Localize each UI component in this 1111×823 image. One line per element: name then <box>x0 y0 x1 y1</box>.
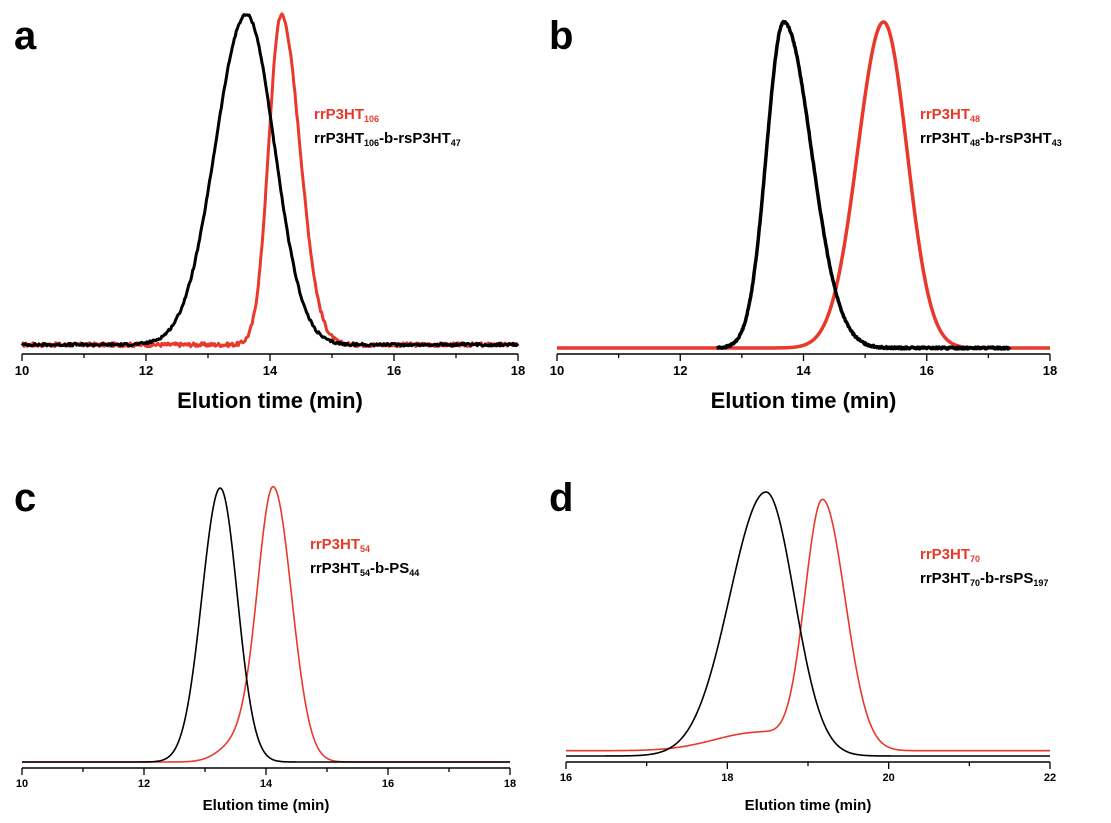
x-tick-label-d: 16 <box>560 772 572 784</box>
legend-text: rrP3HT <box>310 560 361 577</box>
legend-entry-b-1: rrP3HT48-b-rsP3HT43 <box>920 129 1062 153</box>
legend-entry-a-0: rrP3HT106 <box>314 105 461 129</box>
legend-text: rrP3HT <box>920 546 971 563</box>
legend-subscript: 47 <box>450 138 461 148</box>
x-tick-label-a: 16 <box>387 363 401 378</box>
legend-subscript: 48 <box>970 138 981 148</box>
panel-label-b: b <box>549 14 574 58</box>
legend-text: rrP3HT <box>920 130 971 147</box>
legend-entry-d-0: rrP3HT70 <box>920 545 1048 569</box>
x-tick-label-d: 18 <box>721 772 733 784</box>
legend-subscript: 70 <box>970 554 981 564</box>
panel-label-d: d <box>549 476 574 520</box>
legend-entry-c-1: rrP3HT54-b-PS44 <box>310 559 419 583</box>
x-tick-label-c: 10 <box>16 778 28 790</box>
legend-text: -b-rsP3HT <box>980 130 1052 147</box>
x-tick-label-b: 12 <box>673 363 687 378</box>
legend-subscript: 106 <box>364 138 380 148</box>
legend-subscript: 54 <box>360 568 371 578</box>
legend-subscript: 54 <box>360 544 371 554</box>
x-tick-label-a: 12 <box>139 363 153 378</box>
series-line-d-0 <box>566 498 1050 752</box>
x-tick-label-b: 14 <box>796 363 811 378</box>
legend-entry-c-0: rrP3HT54 <box>310 535 419 559</box>
panel-label-a: a <box>14 14 37 58</box>
x-tick-label-c: 18 <box>504 778 516 790</box>
panel-label-c: c <box>14 476 37 520</box>
legend-text: rrP3HT <box>314 130 365 147</box>
x-tick-label-c: 16 <box>382 778 394 790</box>
series-line-c-1 <box>22 487 510 763</box>
legend-text: rrP3HT <box>920 570 971 587</box>
x-tick-label-a: 10 <box>15 363 29 378</box>
legend-entry-d-1: rrP3HT70-b-rsPS197 <box>920 569 1048 593</box>
legend-c: rrP3HT54 rrP3HT54-b-PS44 <box>310 535 419 583</box>
legend-text: rrP3HT <box>314 106 365 123</box>
legend-a: rrP3HT106 rrP3HT106-b-rsP3HT47 <box>314 105 461 153</box>
legend-entry-a-1: rrP3HT106-b-rsP3HT47 <box>314 129 461 153</box>
legend-text: -b-rsP3HT <box>379 130 451 147</box>
x-axis-label-a: Elution time (min) <box>177 388 363 413</box>
x-tick-label-d: 22 <box>1044 772 1056 784</box>
series-line-d-1 <box>566 491 1050 757</box>
legend-entry-b-0: rrP3HT48 <box>920 105 1062 129</box>
legend-subscript: 44 <box>409 568 420 578</box>
legend-subscript: 48 <box>970 114 981 124</box>
legend-b: rrP3HT48 rrP3HT48-b-rsP3HT43 <box>920 105 1062 153</box>
x-axis-label-c: Elution time (min) <box>202 797 330 814</box>
series-line-b-1 <box>715 19 1012 351</box>
x-tick-label-c: 14 <box>260 778 273 790</box>
x-tick-label-b: 10 <box>550 363 564 378</box>
series-line-a-1 <box>20 13 520 348</box>
x-axis-label-b: Elution time (min) <box>710 388 897 413</box>
legend-text: rrP3HT <box>920 106 971 123</box>
x-tick-label-b: 18 <box>1043 363 1057 378</box>
legend-d: rrP3HT70 rrP3HT70-b-rsPS197 <box>920 545 1048 593</box>
legend-text: rrP3HT <box>310 536 361 553</box>
x-tick-label-b: 16 <box>920 363 934 378</box>
legend-subscript: 197 <box>1033 578 1049 588</box>
legend-subscript: 43 <box>1051 138 1062 148</box>
legend-subscript: 106 <box>364 114 380 124</box>
x-tick-label-a: 18 <box>511 363 525 378</box>
legend-text: -b-PS <box>370 560 410 577</box>
x-tick-label-a: 14 <box>263 363 278 378</box>
legend-subscript: 70 <box>970 578 981 588</box>
x-tick-label-d: 20 <box>883 772 895 784</box>
legend-text: -b-rsPS <box>980 570 1034 587</box>
x-axis-label-d: Elution time (min) <box>744 797 872 814</box>
x-tick-label-c: 12 <box>138 778 150 790</box>
